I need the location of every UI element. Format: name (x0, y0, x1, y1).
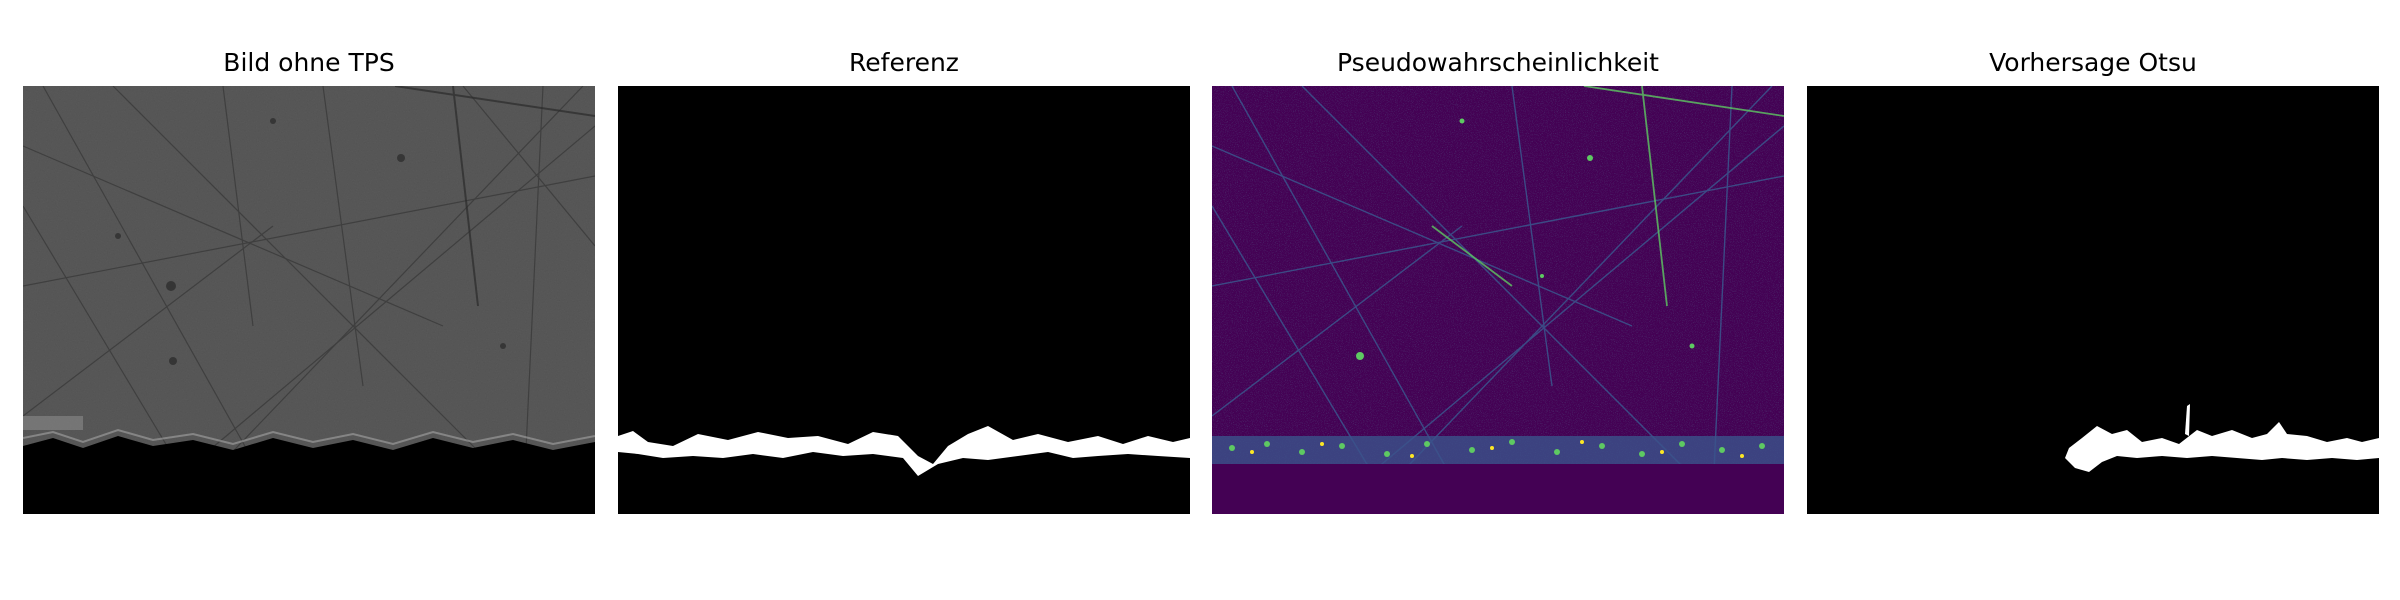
panel-pseudowahrscheinlichkeit: Pseudowahrscheinlichkeit (1212, 0, 1784, 600)
reference-mask-image (618, 86, 1190, 514)
panel-vorhersage-otsu: Vorhersage Otsu (1807, 0, 2379, 600)
panel-referenz: Referenz (618, 0, 1190, 600)
otsu-prediction-mask-image (1807, 86, 2379, 514)
panel-title: Vorhersage Otsu (1989, 48, 2197, 77)
panel-title: Bild ohne TPS (223, 48, 395, 77)
panel-title: Pseudowahrscheinlichkeit (1337, 48, 1659, 77)
panel-bild-ohne-tps: Bild ohne TPS (23, 0, 595, 600)
micrograph-image (23, 86, 595, 514)
panel-title: Referenz (849, 48, 959, 77)
probability-map-image (1212, 86, 1784, 514)
